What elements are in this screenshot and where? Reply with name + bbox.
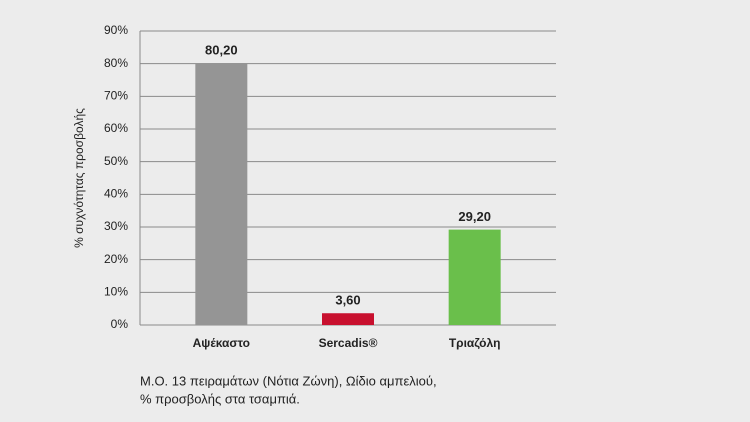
bar (448, 229, 501, 325)
value-label: 3,60 (335, 293, 360, 308)
y-tick-label: 70% (104, 89, 128, 103)
y-tick-label: 0% (111, 317, 129, 331)
bar (322, 313, 374, 325)
x-tick-label: Αψέκαστο (193, 336, 250, 350)
y-tick-label: 20% (104, 252, 128, 266)
y-tick-label: 60% (104, 121, 128, 135)
caption: % προσβολής στα τσαμπιά. (140, 391, 300, 406)
y-tick-label: 50% (104, 154, 128, 168)
caption: Μ.Ο. 13 πειραμάτων (Νότια Ζώνη), Ωίδιο α… (140, 373, 437, 388)
value-label: 80,20 (205, 42, 238, 57)
y-tick-label: 30% (104, 219, 128, 233)
x-tick-label: Τριαζόλη (449, 336, 501, 350)
bar (195, 63, 248, 325)
y-axis-label: % συχνότητας προσβολής (72, 108, 86, 248)
y-tick-label: 10% (104, 285, 128, 299)
y-tick-label: 80% (104, 56, 128, 70)
y-tick-label: 90% (104, 23, 128, 37)
x-tick-label: Sercadis® (319, 336, 378, 350)
value-label: 29,20 (458, 209, 491, 224)
y-tick-label: 40% (104, 187, 128, 201)
